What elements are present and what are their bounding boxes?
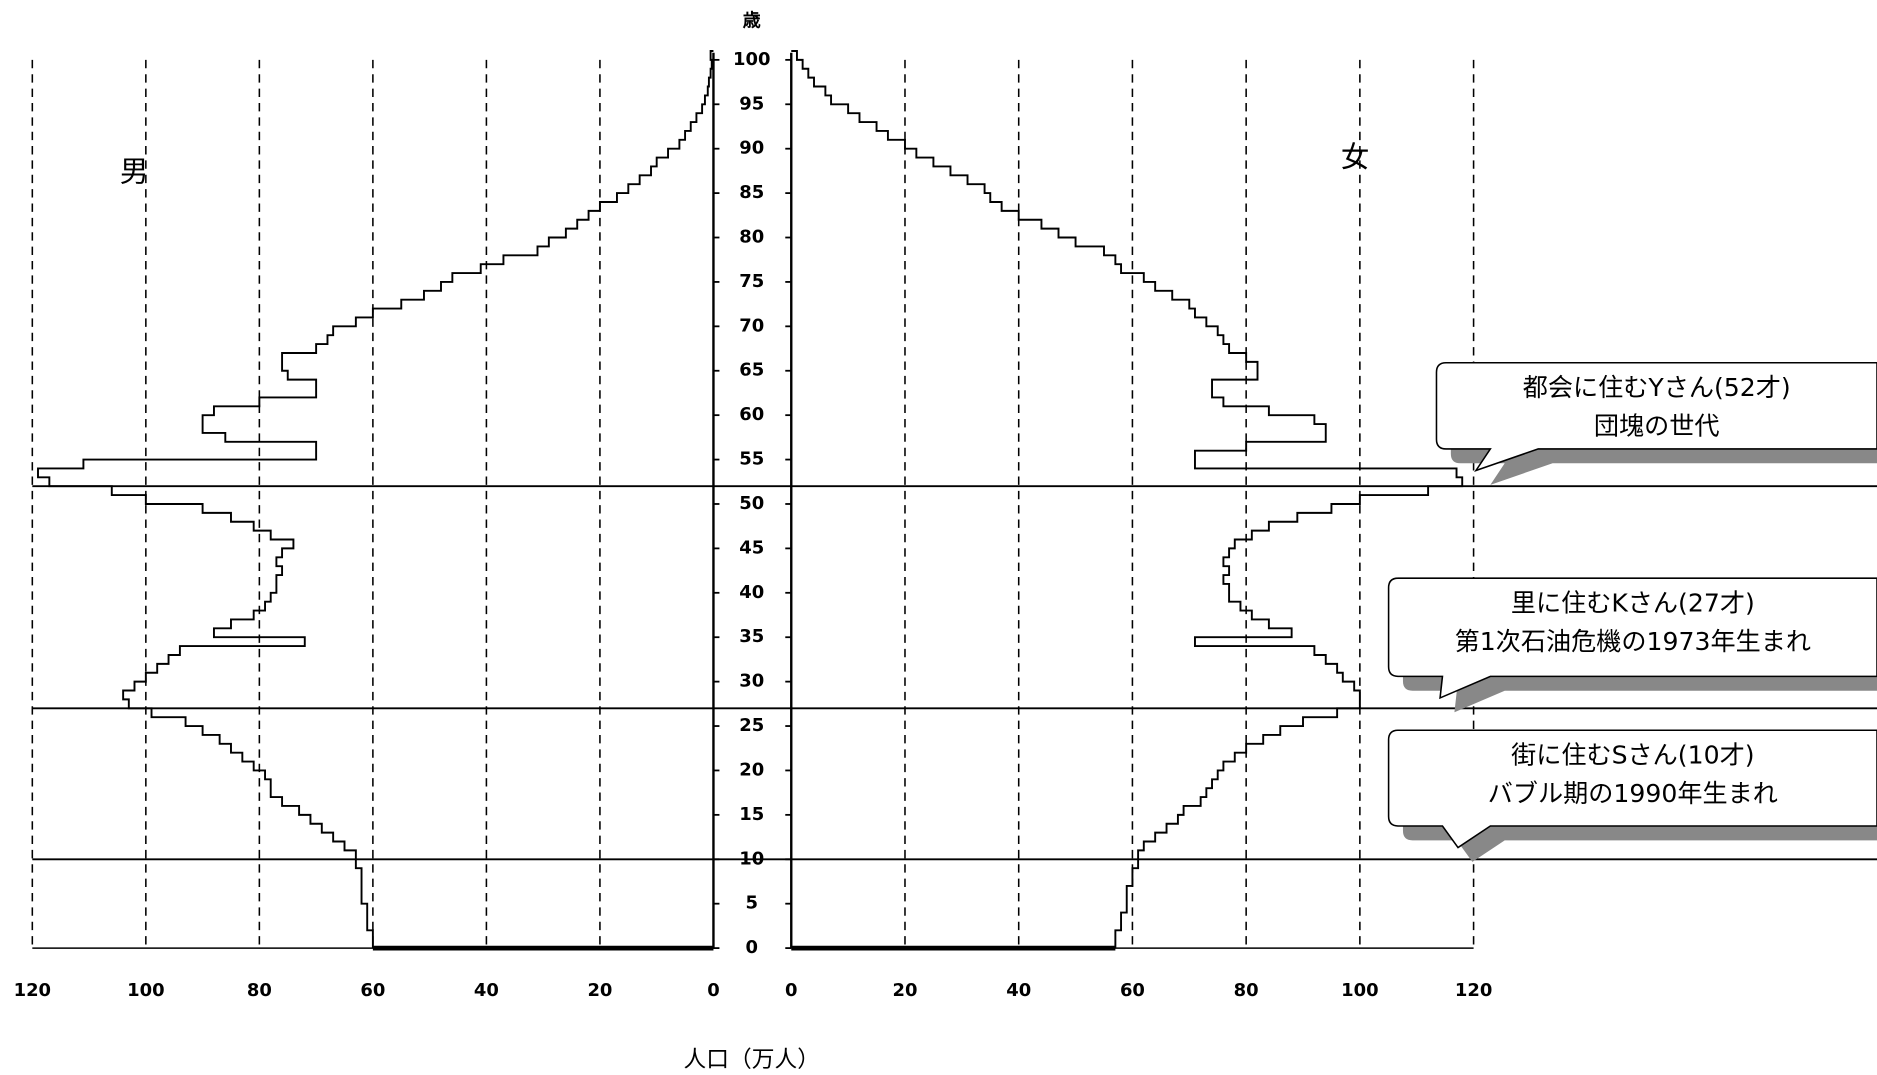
y-tick-label: 30 bbox=[739, 671, 764, 692]
y-tick-label: 15 bbox=[739, 804, 764, 825]
female-label: 女 bbox=[1341, 140, 1370, 174]
y-tick-label: 35 bbox=[739, 626, 764, 647]
male-x-tick-label: 0 bbox=[707, 980, 719, 1001]
population-step bbox=[791, 50, 1464, 949]
y-tick-label: 20 bbox=[739, 759, 764, 780]
female-x-tick-label: 20 bbox=[892, 980, 917, 1001]
female-x-tick-label: 120 bbox=[1455, 980, 1492, 1001]
y-tick-label: 90 bbox=[739, 138, 764, 159]
y-tick-label: 25 bbox=[739, 715, 764, 736]
female-x-tick-label: 40 bbox=[1006, 980, 1031, 1001]
callout-box bbox=[1387, 577, 1877, 700]
callout-text: バブル期の1990年生まれ bbox=[1488, 779, 1778, 808]
callout-text: 里に住むKさん(27才) bbox=[1511, 589, 1755, 618]
male-x-tick-label: 80 bbox=[247, 980, 272, 1001]
y-tick-label: 55 bbox=[739, 449, 764, 470]
y-tick-label: 75 bbox=[739, 271, 764, 292]
y-tick-label: 100 bbox=[733, 49, 770, 70]
male-x-tick-label: 40 bbox=[474, 980, 499, 1001]
callout-text: 団塊の世代 bbox=[1594, 411, 1720, 440]
x-axis-label: 人口（万人） bbox=[684, 1047, 820, 1073]
male-label: 男 bbox=[120, 155, 149, 189]
callout-text: 都会に住むYさん(52才) bbox=[1523, 373, 1791, 402]
y-tick-label: 60 bbox=[739, 404, 764, 425]
callout-box bbox=[1435, 361, 1877, 472]
callout-box bbox=[1387, 729, 1877, 849]
y-tick-label: 45 bbox=[739, 537, 764, 558]
y-tick-label: 0 bbox=[746, 937, 758, 958]
male-x-tick-label: 100 bbox=[127, 980, 164, 1001]
female-x-tick-label: 100 bbox=[1341, 980, 1378, 1001]
y-tick-label: 80 bbox=[739, 227, 764, 248]
y-tick-label: 50 bbox=[739, 493, 764, 514]
female-x-tick-label: 80 bbox=[1234, 980, 1259, 1001]
callout-text: 第1次石油危機の1973年生まれ bbox=[1455, 627, 1811, 656]
female-x-tick-label: 0 bbox=[785, 980, 797, 1001]
male-x-tick-label: 60 bbox=[360, 980, 385, 1001]
y-tick-label: 85 bbox=[739, 182, 764, 203]
callout-text: 街に住むSさん(10才) bbox=[1511, 741, 1754, 770]
y-tick-label: 95 bbox=[739, 93, 764, 114]
female-x-tick-label: 60 bbox=[1120, 980, 1145, 1001]
y-tick-label: 70 bbox=[739, 315, 764, 336]
y-tick-label: 40 bbox=[739, 582, 764, 603]
male-x-tick-label: 20 bbox=[587, 980, 612, 1001]
y-tick-label: 65 bbox=[739, 360, 764, 381]
y-tick-label: 5 bbox=[746, 893, 758, 914]
male-x-tick-label: 120 bbox=[14, 980, 51, 1001]
y-axis-label: 歳 bbox=[743, 11, 761, 32]
